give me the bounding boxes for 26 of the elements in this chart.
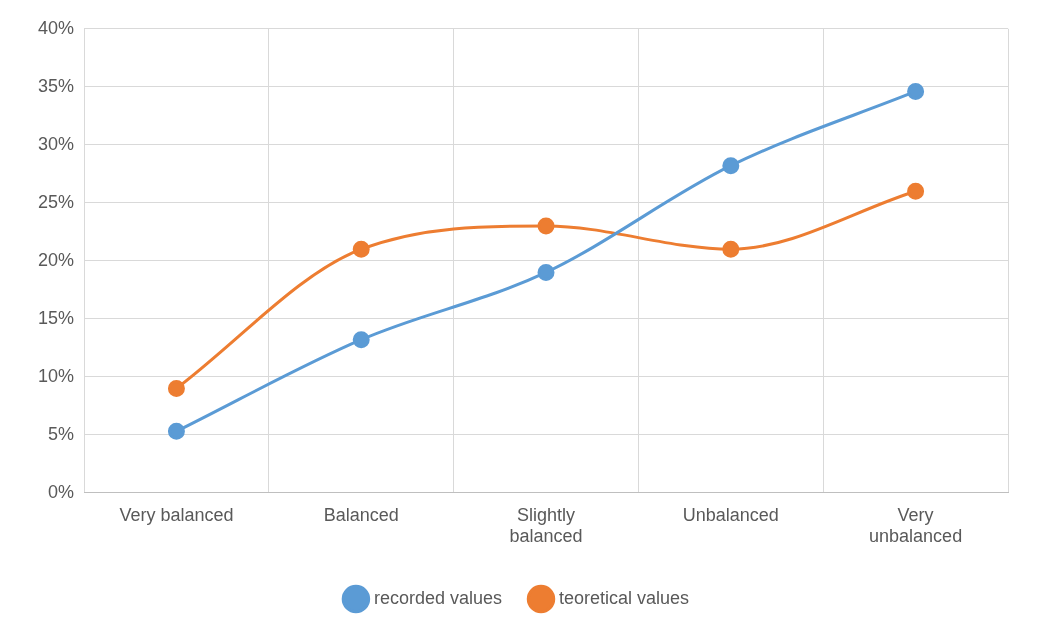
- y-tick-label: 10%: [38, 365, 75, 386]
- point: [167, 379, 185, 397]
- x-tick-label: Unbalanced: [682, 504, 779, 525]
- x-tick-label: Very unbalanced: [869, 504, 963, 547]
- point: [907, 82, 925, 100]
- legend-label: teoretical values: [559, 587, 690, 608]
- point: [352, 240, 370, 258]
- x-tick-label: Balanced: [323, 504, 399, 525]
- legend-label: recorded values: [373, 587, 503, 608]
- point: [722, 157, 740, 175]
- y-tick-label: 35%: [38, 75, 75, 96]
- point: [907, 182, 925, 200]
- y-tick-label: 5%: [48, 423, 75, 444]
- point: [537, 217, 555, 235]
- y-tick-label: 30%: [38, 133, 75, 154]
- point: [722, 240, 740, 258]
- y-tick-label: 40%: [38, 17, 75, 38]
- x-tick-label: Slightly balanced: [509, 504, 583, 547]
- y-tick-label: 0%: [48, 481, 75, 502]
- point: [352, 331, 370, 349]
- y-tick-label: 15%: [38, 307, 75, 328]
- x-tick-label: Very balanced: [119, 504, 234, 525]
- point: [167, 422, 185, 440]
- y-tick-label: 20%: [38, 249, 75, 270]
- y-tick-label: 25%: [38, 191, 75, 212]
- point: [537, 263, 555, 281]
